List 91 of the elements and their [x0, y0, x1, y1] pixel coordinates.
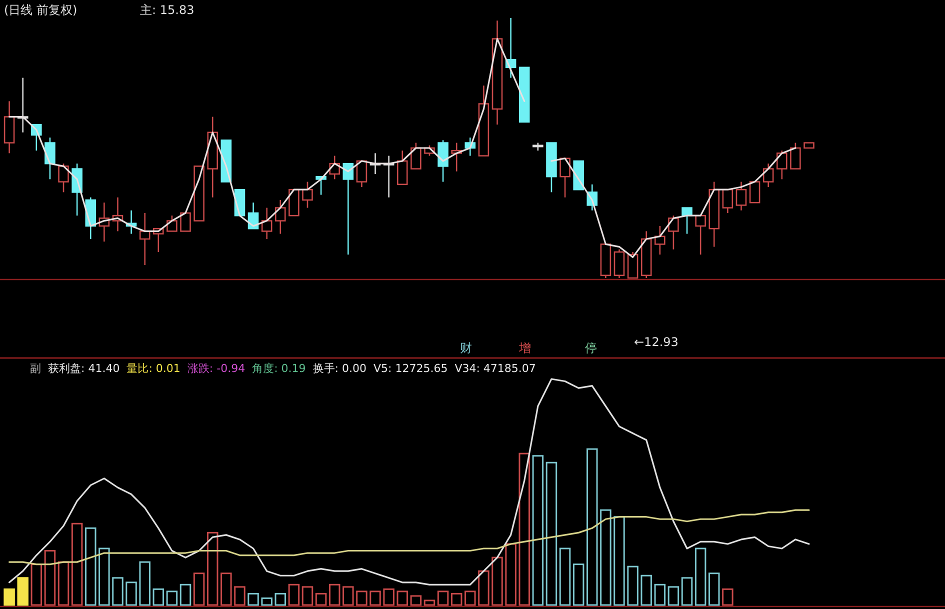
bar	[410, 595, 422, 606]
bar	[206, 532, 218, 606]
bar	[193, 572, 205, 606]
bar	[640, 574, 652, 606]
bar	[274, 592, 286, 606]
text: 主: 15.83	[140, 3, 194, 17]
bar	[627, 566, 638, 606]
candlestick	[396, 150, 408, 186]
bar	[71, 522, 83, 606]
bar	[220, 572, 232, 606]
bar	[302, 586, 314, 606]
candlestick	[166, 214, 178, 232]
candlestick	[682, 207, 692, 234]
text: 涨跌: -0.94	[187, 362, 246, 375]
bar	[30, 564, 42, 606]
bar	[654, 584, 666, 606]
candlestick	[749, 181, 760, 204]
bar	[152, 588, 164, 606]
bar	[139, 561, 150, 606]
bar	[166, 590, 178, 606]
candlestick	[736, 181, 747, 212]
bar	[492, 556, 503, 606]
text: 增	[518, 341, 531, 355]
bar	[614, 516, 625, 606]
bar	[383, 588, 394, 606]
candlestick	[762, 162, 774, 188]
candlestick	[790, 142, 801, 170]
bar	[546, 462, 558, 606]
bar	[17, 577, 28, 606]
bar	[4, 588, 15, 606]
candlestick	[302, 181, 313, 208]
chart-title: (日线 前复权)	[4, 3, 78, 17]
text: 停	[585, 341, 597, 355]
bar	[84, 527, 96, 606]
bar	[572, 564, 584, 606]
text: 换手: 0.00	[312, 362, 366, 375]
bar	[126, 582, 137, 606]
bar	[370, 590, 381, 606]
bar	[722, 588, 734, 606]
text: V5: 12725.65	[373, 362, 448, 375]
bar	[694, 548, 706, 606]
bar	[44, 550, 56, 606]
candlestick	[44, 136, 56, 180]
bar	[396, 590, 408, 606]
candlestick	[722, 188, 734, 214]
bar	[112, 577, 124, 606]
bar	[559, 548, 571, 606]
bar	[505, 543, 516, 606]
bar	[681, 577, 693, 606]
text: 财	[460, 341, 472, 355]
candlestick	[180, 212, 191, 232]
bar	[58, 561, 70, 606]
candlestick	[654, 225, 666, 256]
bar	[586, 448, 598, 606]
candlestick	[438, 140, 448, 182]
bar	[518, 452, 530, 606]
bar	[668, 586, 680, 606]
text: 获利盘: 41.40	[48, 362, 120, 375]
candlestick	[560, 158, 570, 198]
text: 副	[30, 362, 41, 375]
candlestick	[668, 214, 679, 250]
bar	[356, 590, 368, 606]
bar	[342, 586, 354, 606]
bar	[464, 590, 476, 606]
candlestick	[614, 248, 625, 279]
text: 角度: 0.19	[252, 362, 306, 375]
bar	[478, 570, 490, 606]
bar	[450, 592, 462, 606]
bar	[288, 584, 300, 606]
bar	[600, 509, 612, 606]
bar	[234, 586, 246, 606]
candlestick	[274, 199, 286, 234]
candlestick	[356, 160, 368, 188]
candlestick	[410, 142, 422, 170]
text: 量比: 0.01	[126, 362, 180, 375]
bar	[248, 592, 259, 606]
bar	[180, 584, 192, 606]
bar	[328, 584, 340, 606]
bar	[437, 590, 449, 606]
candlestick	[58, 162, 69, 193]
bar	[315, 592, 327, 606]
candlestick	[776, 150, 788, 180]
candlestick	[261, 207, 272, 240]
text: V34: 47185.07	[454, 362, 536, 375]
bar	[98, 548, 110, 606]
bar	[532, 455, 544, 606]
candlestick	[695, 214, 706, 256]
bar	[708, 572, 720, 606]
bar	[424, 600, 436, 606]
text: ←12.93	[634, 335, 678, 349]
bar	[261, 597, 272, 606]
